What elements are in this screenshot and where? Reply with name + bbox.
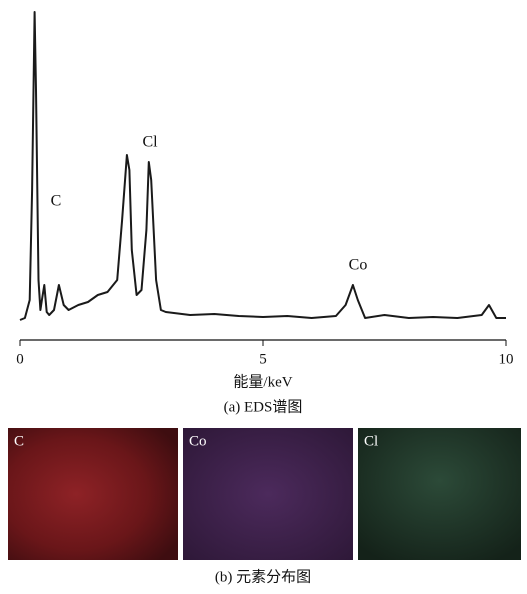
x-tick-label: 10 [499,351,514,367]
caption: (b) 元素分布图 [215,568,311,585]
map-label: C [14,433,24,449]
spectrum-line [20,12,506,320]
peak-label: Cl [142,134,158,151]
map-label: Cl [364,433,378,449]
element-map [183,428,353,560]
peak-label: C [51,193,62,210]
element-map [358,428,521,560]
caption: (a) EDS谱图 [224,398,303,415]
figure: 能量/keV (a) EDS谱图 C Co Cl (b) 元素分布图 0 5 10 C… [0,0,527,589]
x-tick-label: 5 [259,351,267,367]
x-axis-label: 能量/keV [233,373,292,390]
peak-label: Co [349,257,368,274]
element-map [8,428,178,560]
map-label: Co [189,433,207,449]
x-tick-label: 0 [16,351,24,367]
